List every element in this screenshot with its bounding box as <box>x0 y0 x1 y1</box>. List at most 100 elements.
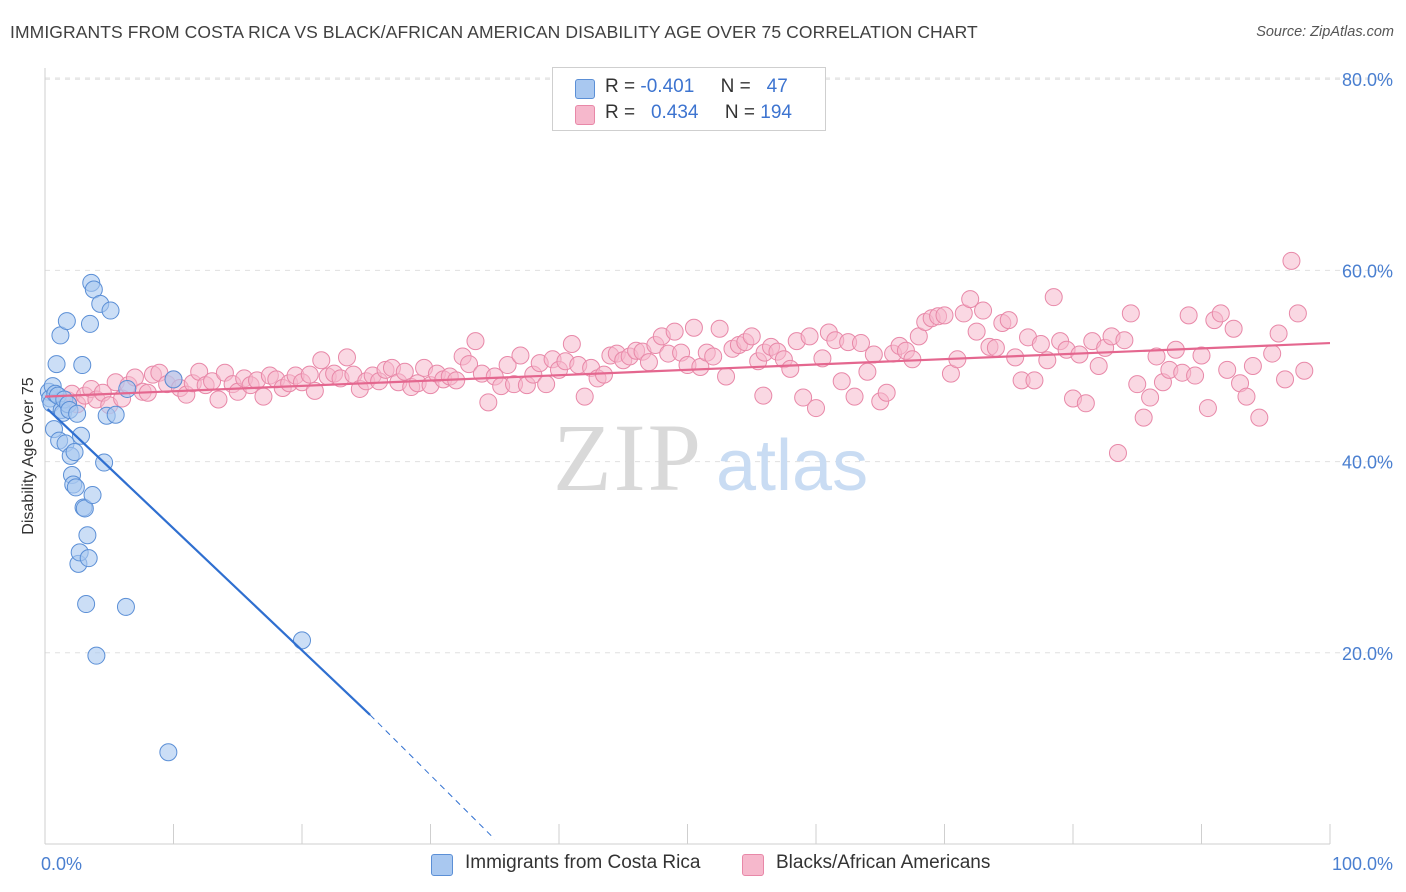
point-blacks-african-americans <box>864 345 883 364</box>
axes <box>44 68 1331 845</box>
r-label: R = <box>605 76 636 97</box>
y-tick-label: 60.0% <box>1342 261 1393 281</box>
point-blacks-african-americans <box>209 390 228 409</box>
point-immigrants-costa-rica <box>57 312 76 331</box>
point-blacks-african-americans <box>300 365 319 384</box>
watermark: ZIP atlas <box>553 404 868 511</box>
point-blacks-african-americans <box>1269 324 1288 343</box>
point-blacks-african-americans <box>832 372 851 391</box>
point-blacks-african-americans <box>1282 251 1301 270</box>
point-blacks-african-americans <box>665 322 684 341</box>
point-blacks-african-americans <box>717 367 736 386</box>
point-blacks-african-americans <box>851 334 870 353</box>
point-blacks-african-americans <box>479 393 498 412</box>
point-blacks-african-americans <box>498 356 517 375</box>
point-immigrants-costa-rica <box>293 631 311 650</box>
point-blacks-african-americans <box>1243 357 1262 375</box>
point-immigrants-costa-rica <box>65 443 84 462</box>
point-blacks-african-americans <box>710 319 729 338</box>
point-blacks-african-americans <box>1198 399 1217 418</box>
point-blacks-african-americans <box>967 322 986 341</box>
r-label: R = <box>605 102 636 123</box>
point-blacks-african-americans <box>337 348 356 367</box>
series-immigrants-costa-rica-points <box>39 273 311 762</box>
point-blacks-african-americans <box>704 347 723 366</box>
x-tick-label: 100.0% <box>1332 854 1393 874</box>
point-blacks-african-americans <box>537 375 556 394</box>
y-axis-title: Disability Age Over 75 <box>20 377 37 535</box>
trend-lines <box>44 341 1331 840</box>
trend-line-blacks-african-americans <box>44 341 1331 398</box>
point-immigrants-costa-rica <box>116 597 135 616</box>
point-blacks-african-americans <box>511 346 530 365</box>
legend-swatch-pink <box>742 854 764 876</box>
n-label: N = <box>720 76 751 97</box>
point-blacks-african-americans <box>800 327 819 346</box>
point-blacks-african-americans <box>807 399 825 418</box>
point-blacks-african-americans <box>781 359 800 378</box>
point-blacks-african-americans <box>1250 408 1269 427</box>
point-blacks-african-americans <box>794 388 813 407</box>
r-value: 0.434 <box>650 102 699 123</box>
n-value: 194 <box>760 102 792 123</box>
point-blacks-african-americans <box>974 301 993 320</box>
point-blacks-african-americans <box>1115 331 1134 350</box>
point-immigrants-costa-rica <box>75 499 94 518</box>
point-blacks-african-americans <box>1031 335 1050 354</box>
point-blacks-african-americans <box>1025 371 1044 390</box>
point-blacks-african-americans <box>986 338 1005 357</box>
point-blacks-african-americans <box>1276 370 1295 389</box>
point-immigrants-costa-rica <box>79 549 98 568</box>
legend-label: Blacks/African Americans <box>776 852 991 873</box>
point-immigrants-costa-rica <box>118 379 137 398</box>
point-immigrants-costa-rica <box>87 646 106 665</box>
gridlines <box>45 77 1393 654</box>
point-blacks-african-americans <box>684 318 703 337</box>
point-blacks-african-americans <box>1128 375 1147 394</box>
point-blacks-african-americans <box>639 353 658 372</box>
legend-swatch-blue <box>431 854 453 876</box>
point-blacks-african-americans <box>742 327 761 346</box>
point-immigrants-costa-rica <box>47 355 66 374</box>
point-blacks-african-americans <box>1263 344 1282 363</box>
point-blacks-african-americans <box>1147 347 1166 366</box>
point-blacks-african-americans <box>562 335 581 354</box>
correlation-legend: R = -0.401 N = 47 R = 0.434 N = 194 <box>552 67 826 131</box>
source-credit: Source: ZipAtlas.com <box>1256 24 1394 40</box>
point-blacks-african-americans <box>1121 304 1140 323</box>
point-blacks-african-americans <box>1089 357 1108 375</box>
point-blacks-african-americans <box>1186 366 1205 385</box>
point-blacks-african-americans <box>1192 346 1211 365</box>
point-blacks-african-americans <box>1134 408 1153 427</box>
point-immigrants-costa-rica <box>80 314 99 333</box>
point-blacks-african-americans <box>999 311 1018 330</box>
point-blacks-african-americans <box>1076 394 1095 413</box>
point-blacks-african-americans <box>1224 319 1243 338</box>
x-tick-label: 0.0% <box>41 854 82 874</box>
tick-labels: 20.0% 40.0% 60.0% 80.0% 0.0% 100.0% Disability… <box>20 70 1393 874</box>
point-blacks-african-americans <box>877 383 896 402</box>
point-immigrants-costa-rica <box>101 301 120 320</box>
point-immigrants-costa-rica <box>73 356 92 375</box>
chart-title: IMMIGRANTS FROM COSTA RICA VS BLACK/AFRI… <box>10 22 978 42</box>
point-blacks-african-americans <box>1237 387 1256 406</box>
point-immigrants-costa-rica <box>106 405 125 424</box>
y-tick-label: 20.0% <box>1342 644 1393 664</box>
point-blacks-african-americans <box>754 386 773 405</box>
point-immigrants-costa-rica <box>71 426 90 445</box>
point-immigrants-costa-rica <box>159 743 178 762</box>
series-legend: Immigrants from Costa Rica Blacks/Africa… <box>0 852 1406 878</box>
trend-line-immigrants-costa-rica <box>46 408 371 716</box>
legend-label: Immigrants from Costa Rica <box>465 852 701 873</box>
point-blacks-african-americans <box>460 355 479 374</box>
point-blacks-african-americans <box>935 306 954 325</box>
point-immigrants-costa-rica <box>83 486 102 505</box>
n-label: N = <box>724 102 756 123</box>
legend-swatch-pink <box>575 105 595 125</box>
point-blacks-african-americans <box>395 362 414 381</box>
point-blacks-african-americans <box>312 351 331 370</box>
legend-swatch-blue <box>575 79 595 99</box>
n-value: 47 <box>766 76 788 97</box>
point-blacks-african-americans <box>1141 388 1160 407</box>
